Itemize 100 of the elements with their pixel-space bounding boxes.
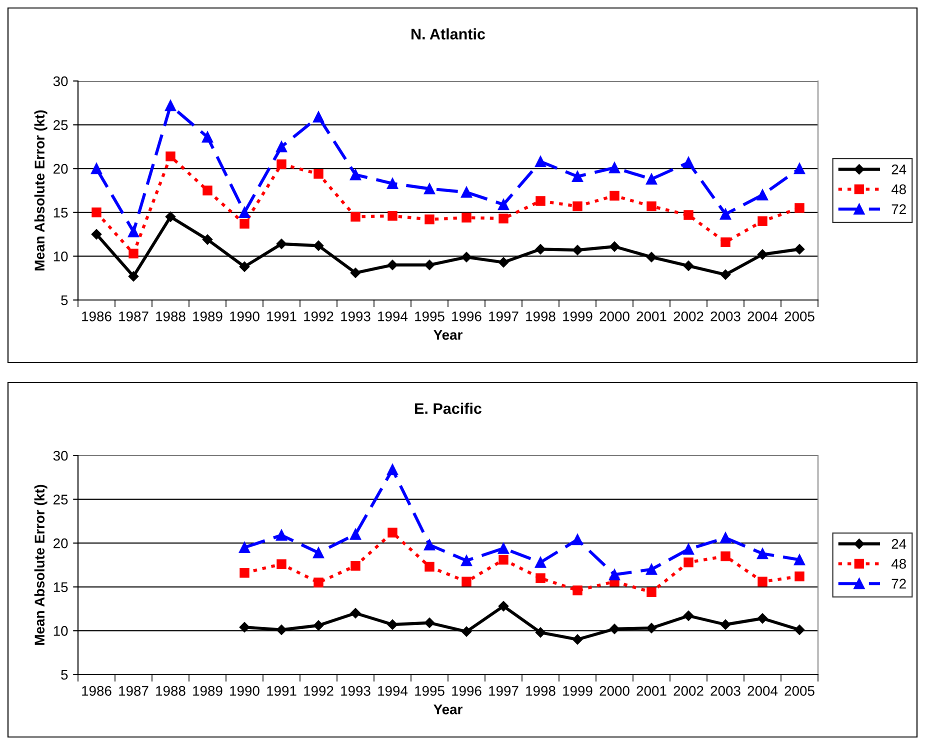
point	[609, 241, 620, 252]
point	[165, 212, 176, 222]
point	[460, 186, 472, 198]
x-tick-label: 2003	[710, 686, 740, 696]
point	[535, 244, 546, 254]
legend-label: 48	[891, 558, 906, 569]
x-tick-label: 2005	[784, 686, 814, 696]
y-tick-label: 25	[54, 120, 68, 130]
point	[498, 257, 509, 268]
point	[646, 587, 656, 598]
point	[276, 559, 286, 569]
point	[238, 542, 250, 554]
x-tick-label: 1990	[230, 311, 260, 322]
point	[312, 111, 324, 122]
x-tick-label: 1995	[415, 311, 444, 322]
point	[276, 624, 287, 635]
y-tick-label: 30	[53, 76, 68, 86]
point	[462, 576, 472, 587]
point	[534, 156, 546, 168]
point	[461, 252, 472, 262]
point	[202, 132, 214, 143]
x-tick-label: 2002	[674, 686, 704, 696]
point	[387, 619, 398, 630]
y-tick-label: 10	[54, 252, 68, 262]
point	[794, 203, 804, 213]
y-tick-label: 10	[54, 626, 68, 636]
point	[386, 178, 398, 190]
legend-label: 72	[892, 204, 906, 214]
x-tick-label: 2000	[600, 686, 630, 696]
point	[238, 206, 250, 218]
point	[720, 532, 732, 544]
point	[498, 542, 510, 554]
x-tick-label: 1996	[452, 686, 482, 696]
point	[350, 212, 360, 222]
point	[683, 610, 694, 621]
x-tick-label: 1986	[82, 311, 112, 322]
point	[424, 183, 436, 194]
point	[720, 208, 732, 220]
x-tick-label: 2004	[748, 311, 778, 322]
point	[240, 218, 250, 229]
x-tick-label: 1988	[156, 311, 186, 322]
x-tick-label: 2005	[784, 311, 814, 322]
chart-title: N. Atlantic	[412, 28, 486, 40]
point	[424, 539, 436, 550]
x-tick-label: 1999	[563, 686, 592, 696]
point	[424, 562, 434, 572]
point	[757, 613, 768, 624]
y-tick-label: 20	[54, 538, 68, 548]
y-tick-label: 15	[54, 582, 68, 592]
x-tick-label: 1998	[526, 311, 556, 322]
point	[166, 151, 176, 162]
x-tick-label: 1994	[378, 311, 408, 322]
x-tick-label: 1987	[119, 686, 148, 696]
x-tick-label: 2003	[710, 311, 740, 322]
point	[276, 159, 286, 170]
point	[92, 208, 102, 218]
point	[128, 248, 138, 258]
x-tick-label: 2001	[636, 311, 666, 322]
y-tick-label: 5	[61, 670, 68, 680]
point	[794, 163, 806, 174]
y-tick-label: 15	[54, 208, 68, 218]
x-tick-label: 1992	[304, 311, 334, 322]
point	[720, 237, 730, 248]
point	[276, 141, 288, 152]
point	[536, 573, 546, 583]
point	[720, 619, 731, 630]
y-tick-label: 30	[53, 450, 68, 461]
point	[572, 634, 583, 645]
point	[758, 216, 768, 226]
point	[572, 244, 583, 256]
point	[610, 190, 620, 201]
x-tick-label: 1993	[341, 686, 370, 696]
x-tick-label: 1994	[378, 686, 408, 696]
point	[608, 162, 620, 174]
y-axis-title: Mean Absolute Error (kt)	[34, 484, 48, 645]
point	[164, 100, 176, 112]
point	[498, 214, 508, 224]
point	[498, 198, 510, 210]
point	[572, 534, 584, 546]
y-tick-label: 5	[61, 295, 68, 306]
point	[498, 601, 509, 612]
x-tick-label: 1996	[452, 311, 482, 322]
x-tick-label: 2002	[674, 311, 704, 322]
point	[572, 170, 584, 182]
point	[350, 169, 362, 180]
x-tick-label: 1997	[489, 311, 518, 322]
point	[460, 555, 472, 566]
point	[387, 260, 398, 270]
point	[682, 156, 694, 168]
point	[758, 576, 768, 587]
point	[313, 620, 324, 631]
chart-title: E. Pacific	[415, 402, 482, 414]
point	[202, 234, 213, 245]
point	[536, 196, 546, 206]
point	[534, 556, 546, 568]
x-tick-label: 1991	[267, 686, 296, 696]
point	[424, 618, 435, 628]
point	[720, 269, 731, 280]
point	[757, 249, 768, 260]
point	[312, 547, 324, 558]
